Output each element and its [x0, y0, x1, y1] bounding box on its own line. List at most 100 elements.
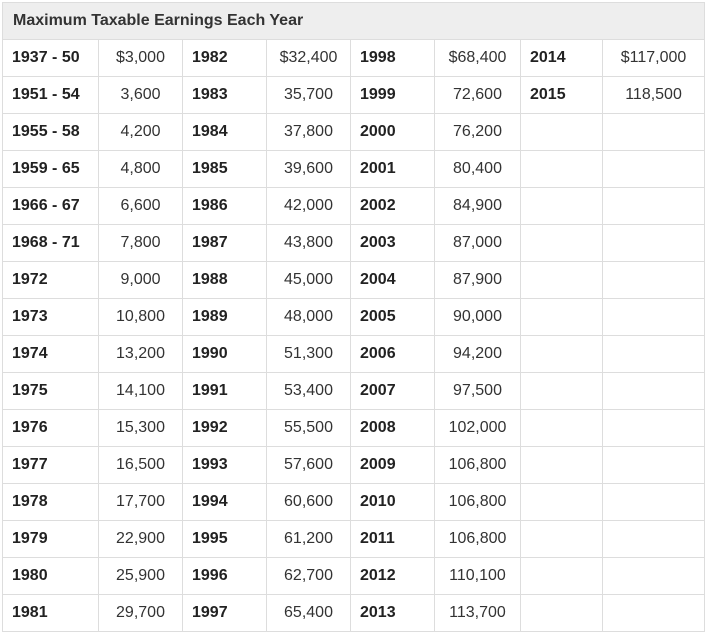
earnings-cell: 42,000: [266, 187, 351, 225]
table-row: 1978 17,700 1994 60,600 2010 106,800: [2, 483, 706, 521]
earnings-cell: 106,800: [434, 446, 521, 484]
table-row: 1968 - 71 7,800 1987 43,800 2003 87,000: [2, 224, 706, 262]
earnings-cell: 90,000: [434, 298, 521, 336]
earnings-cell: 55,500: [266, 409, 351, 447]
earnings-cell: 57,600: [266, 446, 351, 484]
year-cell: 2009: [350, 446, 435, 484]
earnings-cell: 4,800: [98, 150, 183, 188]
year-cell: 1996: [182, 557, 267, 595]
table-row: 1981 29,700 1997 65,400 2013 113,700: [2, 594, 706, 632]
table-title: Maximum Taxable Earnings Each Year: [1, 2, 706, 40]
year-cell: 1968 - 71: [2, 224, 99, 262]
earnings-cell: [601, 594, 706, 632]
table-row: 1975 14,100 1991 53,400 2007 97,500: [2, 372, 706, 410]
earnings-cell: 9,000: [98, 261, 183, 299]
earnings-cell: 65,400: [266, 594, 351, 632]
year-cell: 2010: [350, 483, 435, 521]
year-cell: 2006: [350, 335, 435, 373]
year-cell: [520, 409, 603, 447]
earnings-cell: 29,700: [98, 594, 183, 632]
earnings-cell: 106,800: [434, 520, 521, 558]
earnings-cell: 84,900: [434, 187, 521, 225]
table-row: 1980 25,900 1996 62,700 2012 110,100: [2, 557, 706, 595]
earnings-cell: $32,400: [266, 39, 351, 77]
year-cell: 2007: [350, 372, 435, 410]
year-cell: [520, 150, 603, 188]
year-cell: 2013: [350, 594, 435, 632]
table-row: 1973 10,800 1989 48,000 2005 90,000: [2, 298, 706, 336]
table-row: 1972 9,000 1988 45,000 2004 87,900: [2, 261, 706, 299]
year-cell: 1994: [182, 483, 267, 521]
year-cell: 1997: [182, 594, 267, 632]
year-cell: [520, 520, 603, 558]
earnings-cell: [601, 150, 706, 188]
earnings-cell: 106,800: [434, 483, 521, 521]
year-cell: 1986: [182, 187, 267, 225]
year-cell: 1959 - 65: [2, 150, 99, 188]
earnings-cell: 48,000: [266, 298, 351, 336]
year-cell: [520, 483, 603, 521]
earnings-cell: 17,700: [98, 483, 183, 521]
earnings-cell: [601, 187, 706, 225]
table-header-row: Maximum Taxable Earnings Each Year: [1, 2, 706, 40]
earnings-cell: 25,900: [98, 557, 183, 595]
earnings-cell: [601, 298, 706, 336]
earnings-cell: 13,200: [98, 335, 183, 373]
year-cell: 1984: [182, 113, 267, 151]
earnings-cell: 43,800: [266, 224, 351, 262]
earnings-cell: 51,300: [266, 335, 351, 373]
earnings-cell: 97,500: [434, 372, 521, 410]
earnings-cell: [601, 520, 706, 558]
earnings-cell: 94,200: [434, 335, 521, 373]
year-cell: [520, 298, 603, 336]
earnings-cell: 15,300: [98, 409, 183, 447]
table-row: 1966 - 67 6,600 1986 42,000 2002 84,900: [2, 187, 706, 225]
year-cell: 1972: [2, 261, 99, 299]
earnings-cell: [601, 483, 706, 521]
year-cell: 1998: [350, 39, 435, 77]
earnings-cell: 87,000: [434, 224, 521, 262]
earnings-cell: [601, 113, 706, 151]
earnings-cell: [601, 409, 706, 447]
year-cell: 2001: [350, 150, 435, 188]
earnings-cell: 14,100: [98, 372, 183, 410]
year-cell: [520, 224, 603, 262]
year-cell: [520, 557, 603, 595]
year-cell: 1991: [182, 372, 267, 410]
table-row: 1977 16,500 1993 57,600 2009 106,800: [2, 446, 706, 484]
year-cell: 1973: [2, 298, 99, 336]
year-cell: 2004: [350, 261, 435, 299]
year-cell: [520, 261, 603, 299]
year-cell: 1975: [2, 372, 99, 410]
year-cell: 1977: [2, 446, 99, 484]
earnings-cell: 102,000: [434, 409, 521, 447]
earnings-cell: $117,000: [601, 39, 706, 77]
earnings-cell: 110,100: [434, 557, 521, 595]
earnings-cell: $3,000: [98, 39, 183, 77]
earnings-cell: 22,900: [98, 520, 183, 558]
year-cell: 1955 - 58: [2, 113, 99, 151]
earnings-cell: 118,500: [601, 76, 706, 114]
year-cell: 2005: [350, 298, 435, 336]
year-cell: 1981: [2, 594, 99, 632]
year-cell: 1966 - 67: [2, 187, 99, 225]
year-cell: 2003: [350, 224, 435, 262]
year-cell: 1990: [182, 335, 267, 373]
year-cell: 1995: [182, 520, 267, 558]
earnings-cell: [601, 557, 706, 595]
year-cell: 2015: [520, 76, 603, 114]
year-cell: 1976: [2, 409, 99, 447]
earnings-cell: 72,600: [434, 76, 521, 114]
earnings-cell: 6,600: [98, 187, 183, 225]
table-row: 1976 15,300 1992 55,500 2008 102,000: [2, 409, 706, 447]
earnings-cell: [601, 446, 706, 484]
year-cell: 2008: [350, 409, 435, 447]
table-body: 1937 - 50 $3,000 1982 $32,400 1998 $68,400 201…: [2, 39, 706, 632]
table-row: 1955 - 58 4,200 1984 37,800 2000 76,200: [2, 113, 706, 151]
earnings-cell: 53,400: [266, 372, 351, 410]
year-cell: 1989: [182, 298, 267, 336]
table-row: 1974 13,200 1990 51,300 2006 94,200: [2, 335, 706, 373]
year-cell: 1993: [182, 446, 267, 484]
